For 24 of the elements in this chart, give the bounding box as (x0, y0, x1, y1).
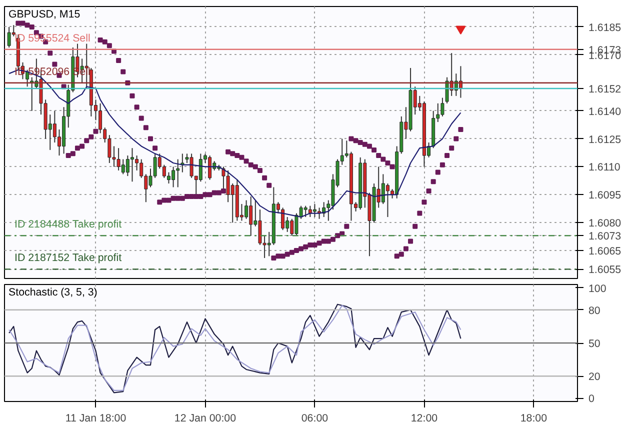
y-tick-label: 1.6065 (588, 246, 622, 258)
ref-line-label: ID 2184488 Take profit (14, 218, 122, 231)
y-tick-label: 1.6080 (588, 218, 622, 230)
x-tick-label: 06:00 (301, 412, 328, 424)
x-tick-label: 18:00 (520, 412, 548, 424)
y-tick-label: 1.6073 (588, 230, 622, 243)
y-tick-label: 1.6140 (588, 106, 622, 118)
y-tick-label: 1.6055 (588, 264, 622, 276)
y-tick-label: 1.6152 (588, 83, 622, 96)
y-tick-label: 1.6095 (588, 190, 622, 202)
x-tick-label: 12:00 (410, 412, 438, 424)
chart-title: GBPUSD, M15 (8, 8, 80, 20)
y-tick-label: 1.6110 (588, 162, 620, 174)
y-tick-label: 0 (588, 393, 594, 406)
y-tick-label: 100 (588, 282, 606, 295)
x-tick-label: 12 Jan 00:00 (174, 412, 236, 424)
y-tick-label: 20 (588, 371, 600, 384)
ref-line-label: ID 2187152 Take profit (14, 252, 122, 264)
y-tick-label: 1.6185 (588, 22, 622, 34)
y-tick-label: 1.6125 (588, 134, 622, 146)
x-tick-label: 11 Jan 18:00 (65, 412, 126, 424)
chart-title: Stochastic (3, 5, 3) (8, 286, 98, 298)
y-tick-label: 80 (588, 304, 600, 317)
y-tick-label: 50 (588, 338, 600, 350)
